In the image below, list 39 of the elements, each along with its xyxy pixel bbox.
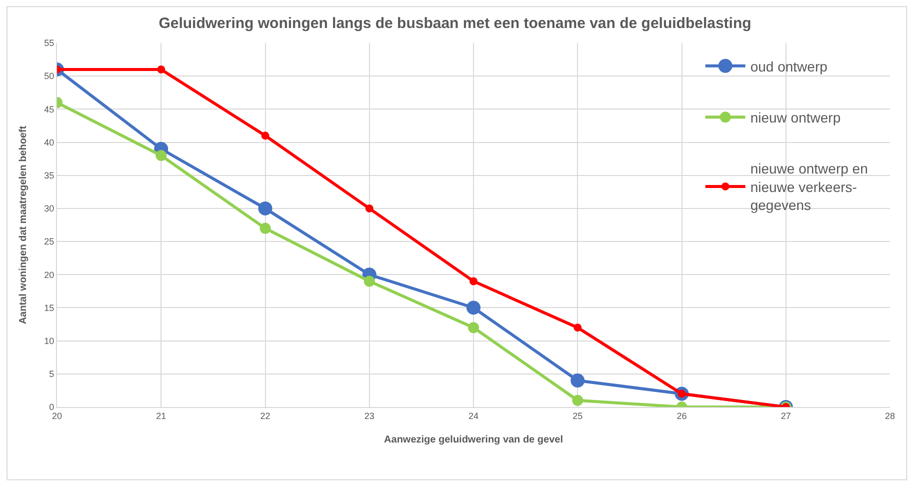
y-tick-label: 5: [49, 369, 54, 380]
x-tick-label: 28: [884, 410, 896, 421]
point: [157, 65, 166, 74]
point: [261, 132, 270, 140]
x-tick-label: 27: [780, 410, 791, 421]
point: [365, 204, 374, 212]
y-tick-label: 50: [44, 71, 54, 82]
point: [574, 324, 582, 332]
y-axis-title: Aantal woningen dat maatregelen behoeft: [18, 125, 30, 324]
x-tick-label: 25: [572, 410, 583, 421]
x-tick-label: 24: [468, 410, 479, 421]
point: [470, 277, 478, 286]
legend-label: nieuwe ontwerp en nieuwe verkeers- gegevens: [750, 160, 868, 214]
point: [570, 374, 585, 388]
point: [156, 150, 167, 162]
chart-title: Geluidwering woningen langs de busbaan met een toename van de geluidbelasting: [158, 14, 752, 32]
point: [258, 201, 272, 216]
point: [364, 276, 375, 287]
x-tick-label: 23: [364, 410, 374, 421]
point: [260, 222, 271, 234]
legend-label: oud ontwerp: [750, 58, 828, 74]
point: [466, 300, 480, 315]
x-axis-title: Aanwezige geluidwering van de gevel: [384, 434, 564, 446]
point: [572, 394, 584, 406]
point: [468, 322, 479, 334]
legend-label: nieuw ontwerp: [750, 110, 841, 126]
x-tick-label: 21: [156, 410, 166, 421]
x-tick-label: 26: [676, 410, 687, 421]
y-tick-label: 35: [44, 170, 54, 181]
y-tick-label: 30: [44, 204, 54, 214]
y-tick-label: 0: [49, 402, 54, 412]
x-tick-label: 22: [260, 410, 270, 421]
y-tick-label: 25: [44, 236, 54, 247]
y-tick-label: 20: [44, 270, 54, 280]
y-tick-label: 10: [44, 336, 54, 346]
y-tick-label: 15: [44, 302, 54, 313]
y-tick-label: 45: [44, 104, 54, 114]
y-tick-label: 40: [44, 137, 54, 148]
y-tick-label: 55: [44, 38, 54, 48]
